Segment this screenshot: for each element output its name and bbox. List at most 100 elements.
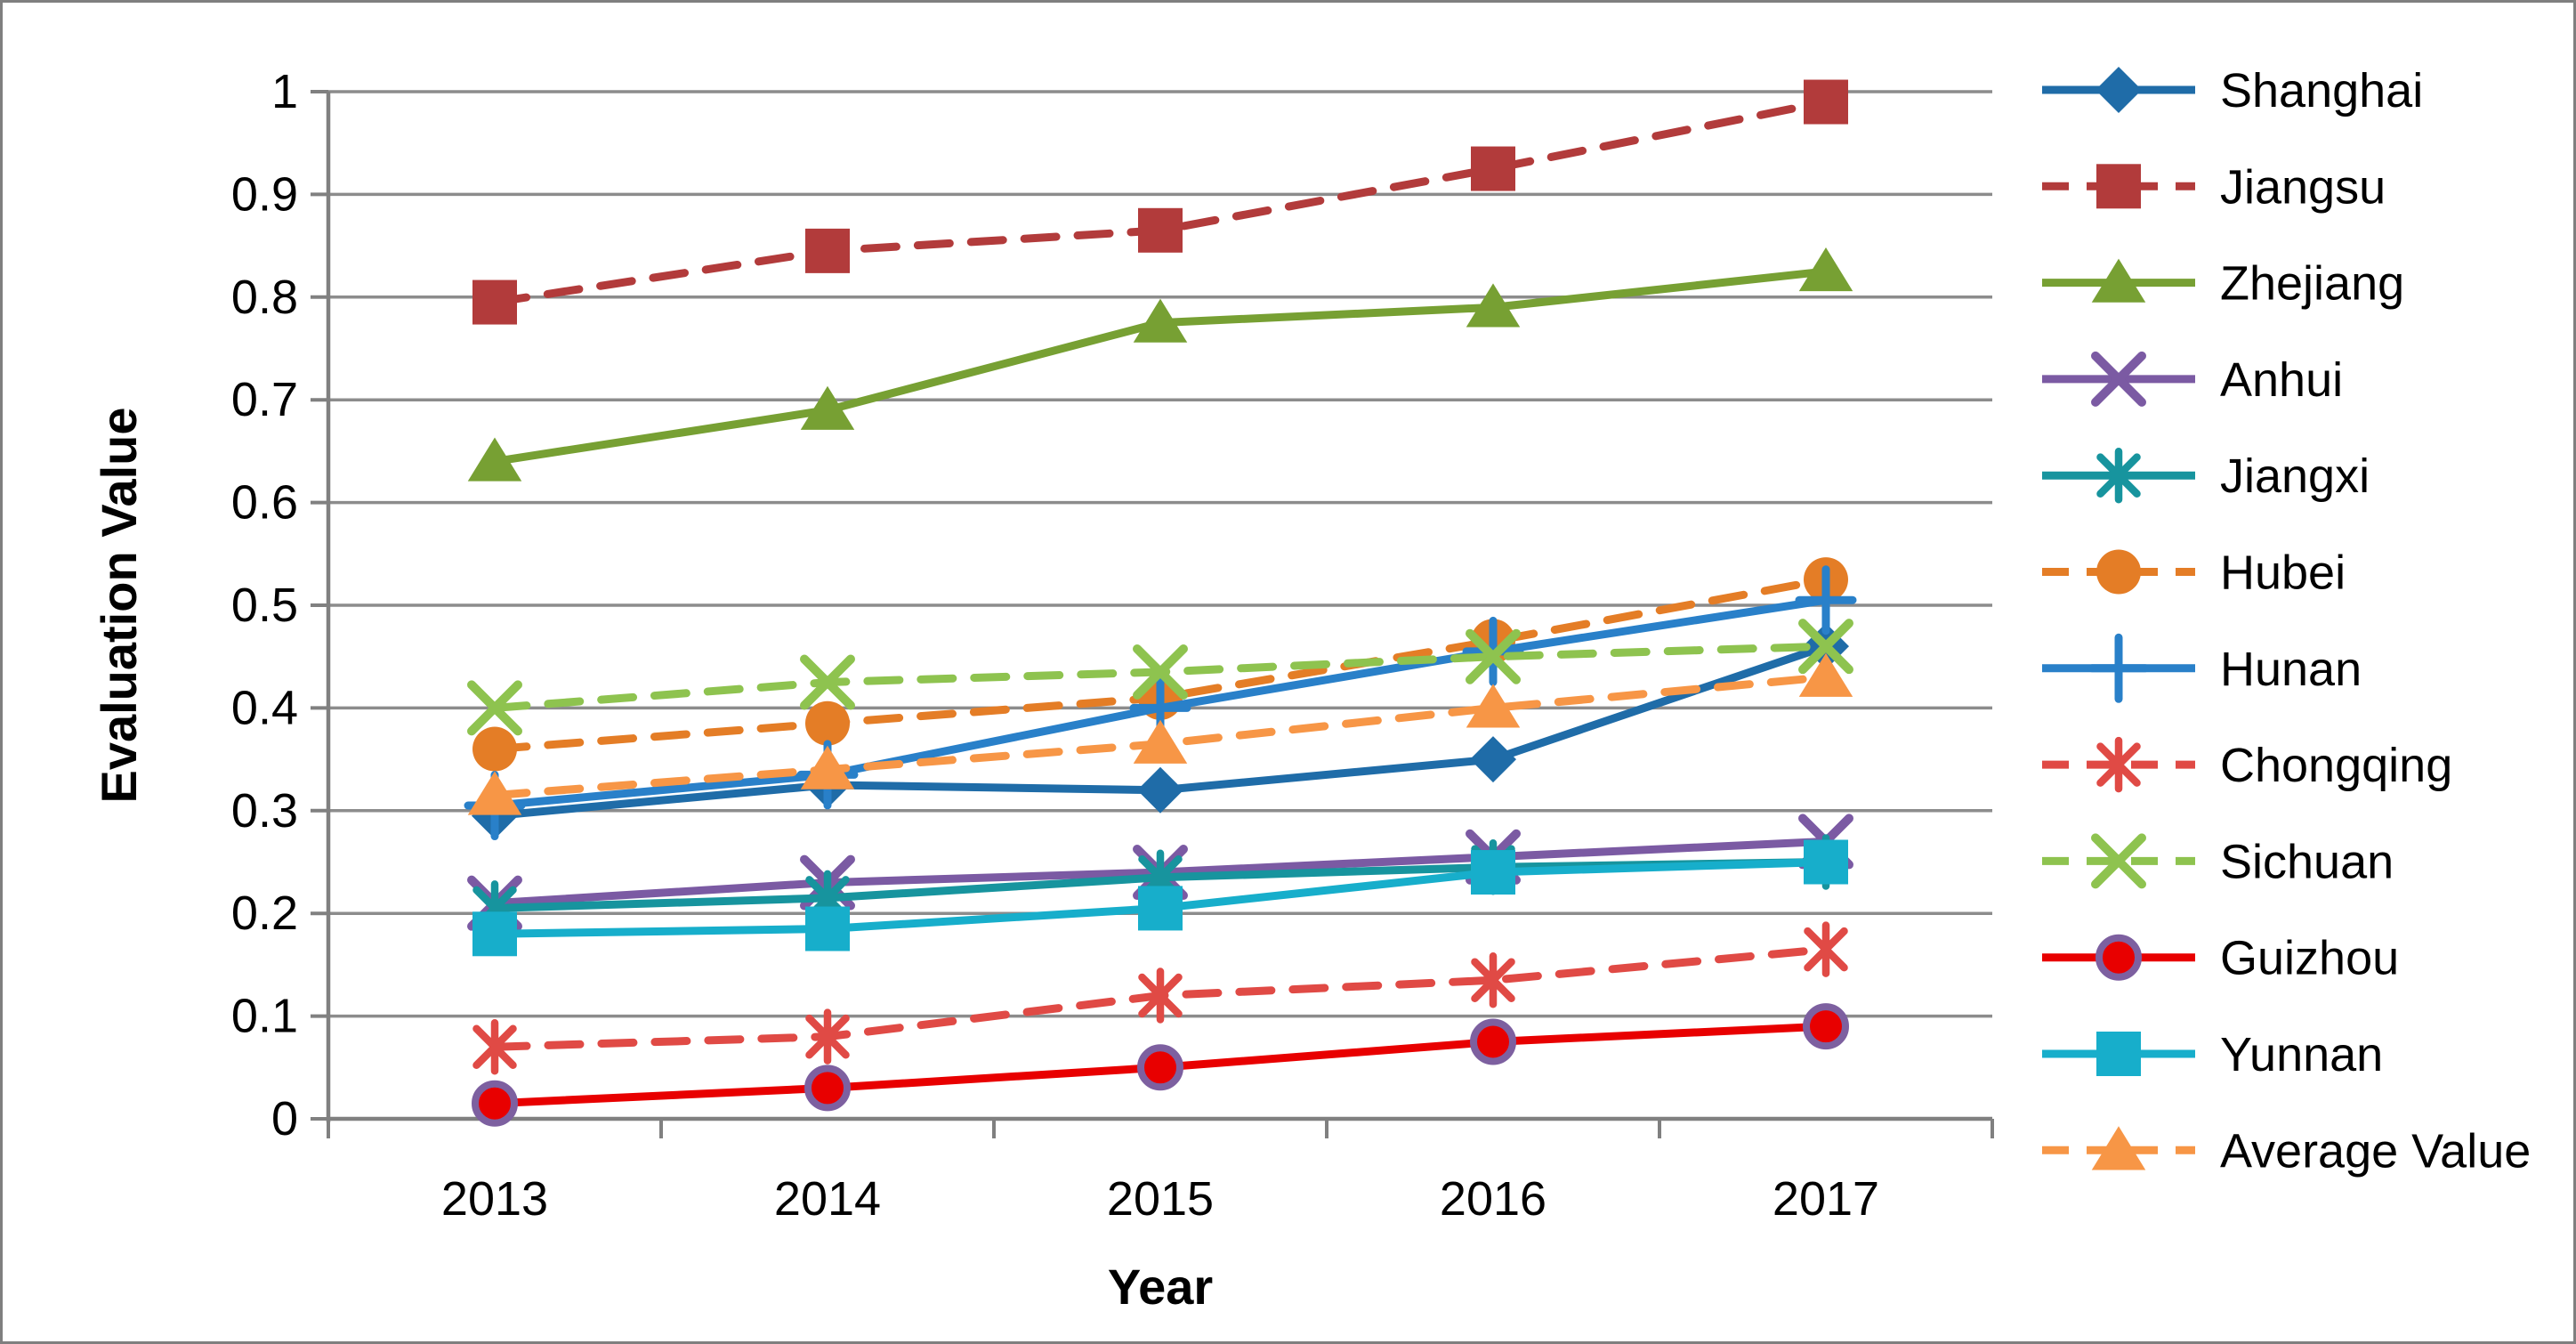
legend-item-label: Average Value [2220, 1124, 2531, 1178]
y-axis-tick-label: 0.9 [231, 167, 298, 221]
y-axis-tick-label: 0.2 [231, 887, 298, 940]
legend-item-label: Zhejiang [2220, 257, 2404, 311]
data-point-marker-sichuan [800, 654, 855, 710]
data-point-marker-average-value [467, 771, 522, 815]
legend-marker-plus-icon [2087, 633, 2150, 703]
data-point-marker-chongqing [805, 1008, 850, 1065]
legend-marker-x-icon [2091, 833, 2146, 889]
legend-marker-asterisk-icon [2096, 736, 2141, 793]
y-axis-tick-label: 0.5 [231, 579, 298, 632]
data-point-marker-jiangsu [805, 228, 850, 273]
legend-item-label: Chongqing [2220, 739, 2452, 792]
data-point-marker-jiangsu [1804, 79, 1848, 125]
legend-item-label: Shanghai [2220, 64, 2423, 117]
y-axis-tick-label: 0 [271, 1092, 298, 1146]
data-point-marker-zhejiang [1133, 298, 1188, 343]
data-point-marker-zhejiang [1466, 283, 1521, 328]
data-point-marker-yunnan [805, 906, 850, 951]
legend-item-label: Guizhou [2220, 932, 2399, 985]
legend-item-label: Anhui [2220, 353, 2343, 407]
legend-item-sichuan: Sichuan [2042, 833, 2394, 889]
legend-item-label: Hunan [2220, 643, 2362, 696]
y-axis-tick-labels: 0 0.1 0.2 0.3 0.4 0.5 0.6 0.7 0.8 0.9 1 [231, 65, 298, 1146]
data-point-marker-guizhou [472, 1080, 518, 1127]
series-chongqing [472, 921, 1848, 1075]
data-point-marker-yunnan [1471, 850, 1515, 895]
data-point-marker-chongqing [1804, 921, 1848, 977]
data-point-marker-jiangsu [472, 279, 517, 325]
legend-marker-asterisk-icon [2096, 447, 2141, 504]
data-point-marker-zhejiang [1798, 247, 1853, 292]
data-point-marker-chongqing [1138, 968, 1183, 1024]
legend-marker-x-icon [2091, 351, 2146, 407]
series-average-value [467, 652, 1853, 815]
y-axis-tick-label: 0.3 [231, 784, 298, 838]
data-point-marker-sichuan [1133, 644, 1188, 700]
data-point-marker-zhejiang [800, 385, 855, 430]
x-axis-tick-label: 2013 [441, 1172, 548, 1226]
legend-item-label: Hubei [2220, 547, 2346, 600]
legend-marker-circle-ring-icon [2096, 934, 2142, 981]
x-axis-tick-label: 2014 [774, 1172, 881, 1226]
x-axis-tick-labels: 2013 2014 2015 2016 2017 [441, 1172, 1879, 1226]
legend-item-hubei: Hubei [2042, 547, 2346, 600]
legend-item-guizhou: Guizhou [2042, 932, 2399, 985]
legend-marker-square-icon [2096, 164, 2141, 209]
data-point-marker-chongqing [472, 1018, 517, 1075]
series-guizhou [472, 1003, 1849, 1127]
data-point-marker-sichuan [1798, 619, 1853, 675]
legend-marker-triangle-icon [2091, 258, 2146, 303]
legend-item-jiangsu: Jiangsu [2042, 160, 2386, 214]
legend-marker-triangle-icon [2091, 1126, 2146, 1170]
legend-item-average-value: Average Value [2042, 1124, 2531, 1178]
x-axis-tick-label: 2016 [1440, 1172, 1546, 1226]
series-zhejiang [467, 247, 1853, 482]
data-point-marker-average-value [800, 745, 855, 789]
series-line-jiangsu [490, 98, 1830, 307]
y-axis-tick-label: 0.7 [231, 373, 298, 426]
series-sichuan [467, 619, 1853, 736]
data-point-marker-hubei [805, 700, 850, 746]
y-axis-title: Evaluation Value [91, 407, 147, 803]
legend-item-label: Yunnan [2220, 1028, 2383, 1081]
legend-marker-circle-icon [2096, 549, 2141, 595]
legend-item-anhui: Anhui [2042, 351, 2343, 407]
data-point-marker-sichuan [1466, 628, 1521, 684]
y-axis-tick-label: 0.1 [231, 990, 298, 1043]
y-axis-tick-label: 0.6 [231, 476, 298, 530]
data-point-marker-chongqing [1471, 951, 1515, 1008]
data-point-marker-shanghai [1137, 766, 1183, 814]
x-axis-tick-label: 2015 [1107, 1172, 1214, 1226]
legend-item-label: Jiangxi [2220, 449, 2370, 503]
y-axis-tick-label: 0.4 [231, 681, 298, 734]
data-point-marker-jiangsu [1138, 207, 1183, 253]
legend-item-shanghai: Shanghai [2042, 64, 2423, 117]
legend-item-label: Jiangsu [2220, 160, 2386, 214]
data-point-marker-sichuan [467, 680, 522, 736]
data-point-marker-guizhou [804, 1065, 851, 1112]
data-point-marker-shanghai [1470, 736, 1516, 783]
x-axis-tick-label: 2017 [1773, 1172, 1879, 1226]
legend-item-yunnan: Yunnan [2042, 1028, 2383, 1081]
data-point-marker-yunnan [1804, 839, 1848, 885]
data-point-marker-average-value [1798, 652, 1853, 697]
data-point-marker-yunnan [1138, 886, 1183, 931]
series-yunnan [472, 839, 1848, 957]
legend-item-label: Sichuan [2220, 835, 2394, 888]
data-point-marker-average-value [1466, 684, 1521, 728]
legend-item-chongqing: Chongqing [2042, 736, 2452, 793]
data-point-marker-zhejiang [467, 437, 522, 482]
legend-item-hunan: Hunan [2042, 633, 2362, 703]
data-point-marker-guizhou [1470, 1018, 1516, 1065]
series-jiangsu [472, 79, 1848, 325]
legend-item-zhejiang: Zhejiang [2042, 257, 2404, 311]
data-point-marker-hubei [472, 726, 517, 772]
data-point-marker-average-value [1133, 719, 1188, 764]
data-point-marker-jiangsu [1471, 146, 1515, 191]
data-point-marker-guizhou [1803, 1003, 1849, 1050]
data-point-marker-guizhou [1137, 1044, 1183, 1091]
legend-marker-diamond-icon [2096, 67, 2142, 113]
legend-marker-square-icon [2096, 1032, 2141, 1076]
